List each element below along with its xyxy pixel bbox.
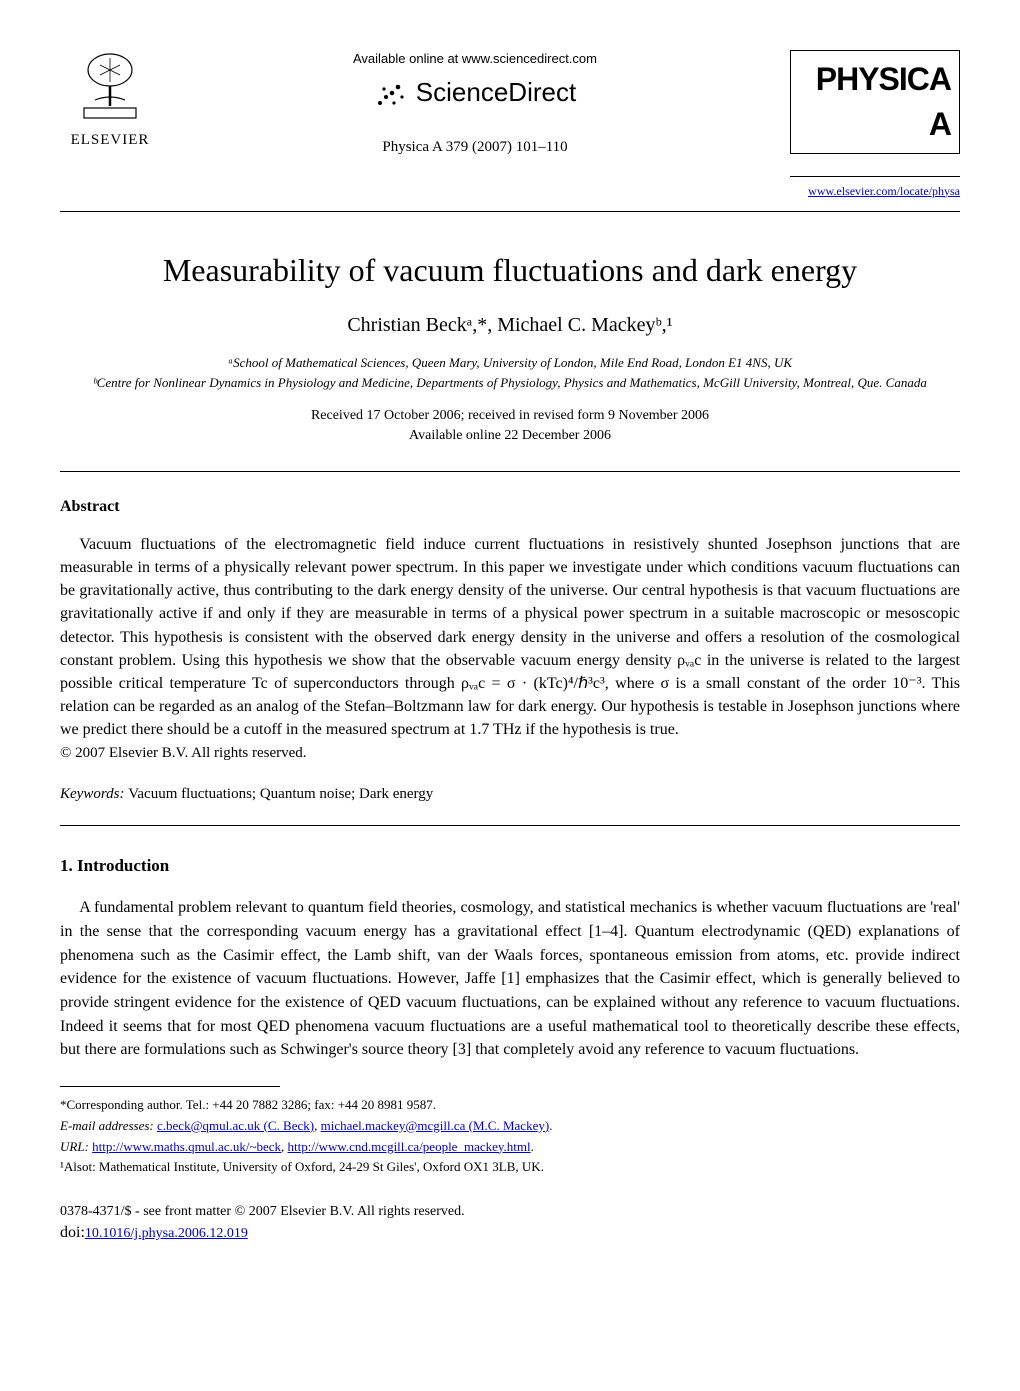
publisher-name: ELSEVIER: [60, 130, 160, 151]
paper-header: ELSEVIER Available online at www.science…: [60, 50, 960, 199]
url-label: URL:: [60, 1139, 89, 1154]
front-matter: 0378-4371/$ - see front matter © 2007 El…: [60, 1202, 960, 1222]
email-2[interactable]: michael.mackey@mcgill.ca (M.C. Mackey): [321, 1118, 550, 1133]
received-date: Received 17 October 2006; received in re…: [60, 406, 960, 426]
doi-line: doi:10.1016/j.physa.2006.12.019: [60, 1222, 960, 1244]
affiliation-a: ᵃSchool of Mathematical Sciences, Queen …: [60, 353, 960, 373]
abstract-copyright: © 2007 Elsevier B.V. All rights reserved…: [60, 743, 960, 764]
abstract-text: Vacuum fluctuations of the electromagnet…: [60, 533, 960, 742]
email-1[interactable]: c.beck@qmul.ac.uk (C. Beck): [157, 1118, 314, 1133]
affiliations: ᵃSchool of Mathematical Sciences, Queen …: [60, 353, 960, 392]
sciencedirect-icon: [374, 79, 410, 109]
url-line: URL: http://www.maths.qmul.ac.uk/~beck, …: [60, 1137, 960, 1158]
alsot-footnote: ¹Alsot: Mathematical Institute, Universi…: [60, 1157, 960, 1178]
abstract-bottom-rule: [60, 825, 960, 826]
header-divider: [60, 211, 960, 212]
sciencedirect-text: ScienceDirect: [416, 77, 576, 107]
footnotes: *Corresponding author. Tel.: +44 20 7882…: [60, 1095, 960, 1178]
sciencedirect-logo: ScienceDirect: [180, 74, 770, 110]
corresponding-author: *Corresponding author. Tel.: +44 20 7882…: [60, 1095, 960, 1116]
publisher-logo: ELSEVIER: [60, 50, 160, 151]
url-2[interactable]: http://www.cnd.mcgill.ca/people_mackey.h…: [288, 1139, 531, 1154]
elsevier-tree-icon: [60, 50, 160, 128]
online-date: Available online 22 December 2006: [60, 426, 960, 446]
abstract-top-rule: [60, 471, 960, 472]
footnote-separator: [60, 1086, 280, 1087]
affiliation-b: ᵇCentre for Nonlinear Dynamics in Physio…: [60, 373, 960, 393]
available-online-text: Available online at www.sciencedirect.co…: [180, 50, 770, 68]
journal-reference: Physica A 379 (2007) 101–110: [180, 137, 770, 158]
keywords-list: Vacuum fluctuations; Quantum noise; Dark…: [128, 786, 433, 802]
paper-title: Measurability of vacuum fluctuations and…: [60, 248, 960, 293]
url-1[interactable]: http://www.maths.qmul.ac.uk/~beck: [92, 1139, 281, 1154]
email-label: E-mail addresses:: [60, 1118, 154, 1133]
abstract-heading: Abstract: [60, 496, 960, 518]
doi-label: doi:: [60, 1224, 85, 1241]
keywords-label: Keywords:: [60, 786, 124, 802]
journal-name: PHYSICA A: [790, 50, 960, 154]
journal-url[interactable]: www.elsevier.com/locate/physa: [790, 176, 960, 200]
doi-link[interactable]: 10.1016/j.physa.2006.12.019: [85, 1226, 248, 1241]
keywords: Keywords: Vacuum fluctuations; Quantum n…: [60, 784, 960, 805]
article-dates: Received 17 October 2006; received in re…: [60, 406, 960, 445]
introduction-text: A fundamental problem relevant to quantu…: [60, 896, 960, 1062]
authors: Christian Beckᵃ,*, Michael C. Mackeyᵇ,¹: [60, 311, 960, 339]
email-line: E-mail addresses: c.beck@qmul.ac.uk (C. …: [60, 1116, 960, 1137]
center-header: Available online at www.sciencedirect.co…: [160, 50, 790, 158]
journal-logo-block: PHYSICA A www.elsevier.com/locate/physa: [790, 50, 960, 199]
introduction-heading: 1. Introduction: [60, 854, 960, 878]
